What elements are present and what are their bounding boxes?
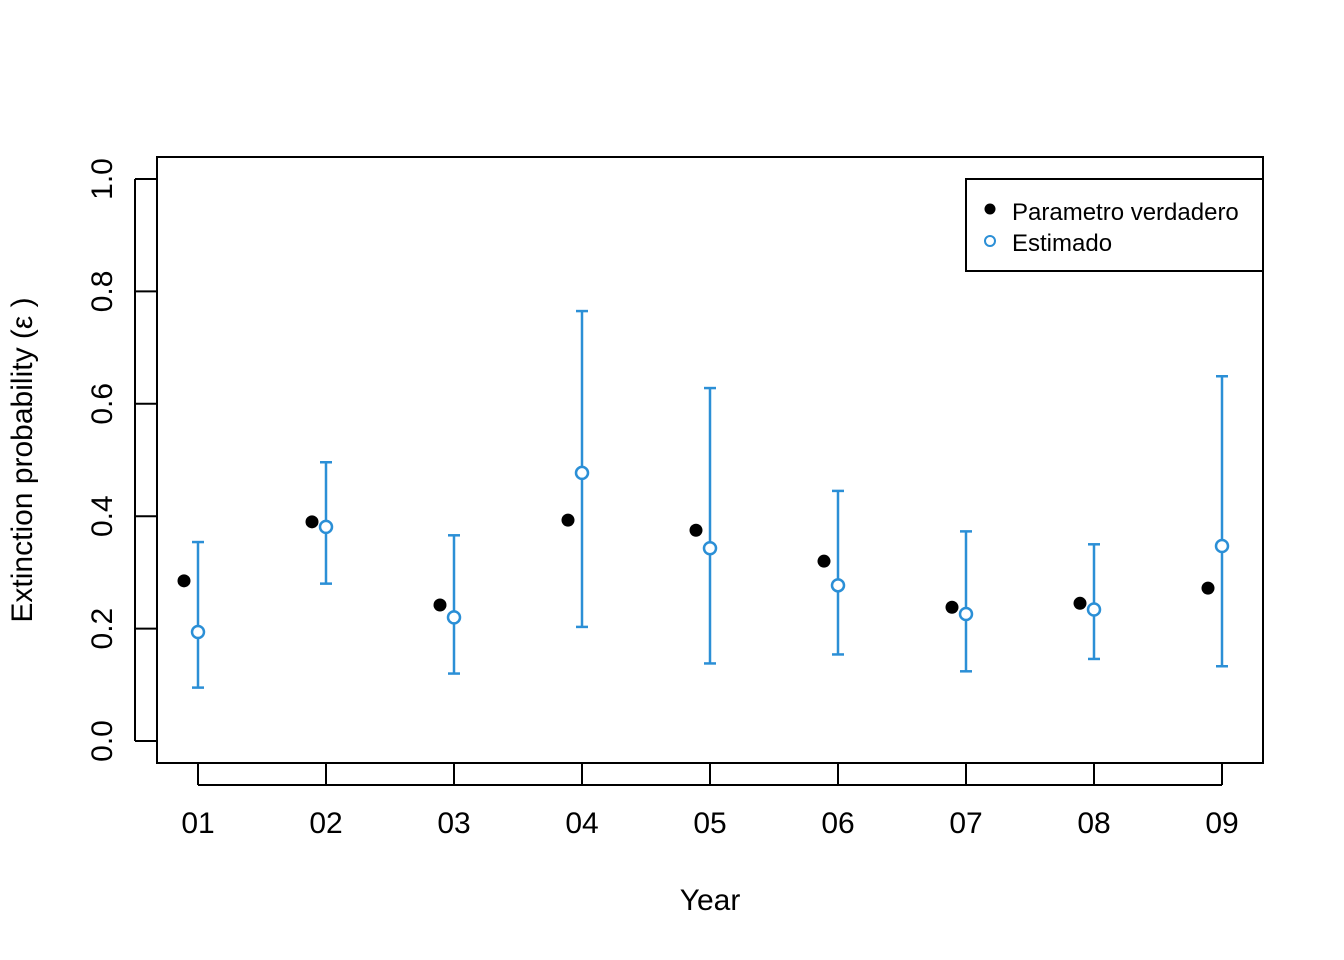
true-point [1201, 581, 1215, 595]
legend: Parametro verdadero Estimado [965, 178, 1264, 272]
true-point [305, 515, 319, 529]
x-tick-label: 06 [821, 807, 854, 840]
error-bar [960, 530, 972, 673]
y-tick-label: 0.0 [86, 720, 119, 762]
estimated-point [190, 624, 206, 640]
x-tick-label: 08 [1077, 807, 1110, 840]
y-tick-label: 1.0 [86, 158, 119, 200]
legend-box [965, 178, 1264, 272]
y-tick-label: 0.2 [86, 608, 119, 650]
y-axis-label: Extinction probability (ε ) [6, 297, 39, 622]
estimated-point [318, 519, 334, 535]
x-tick-label: 02 [309, 807, 342, 840]
legend-marker-estimated [984, 235, 996, 247]
true-point [945, 600, 959, 614]
error-bar [1216, 375, 1228, 668]
x-tick-label: 01 [181, 807, 214, 840]
x-tick-label: 09 [1205, 807, 1238, 840]
y-tick-label: 0.8 [86, 271, 119, 313]
estimated-point [702, 540, 718, 556]
estimated-point [446, 610, 462, 625]
legend-label-estimated: Estimado [1012, 230, 1112, 257]
true-point [1073, 596, 1087, 610]
true-point [817, 554, 831, 568]
estimated-point [830, 578, 846, 593]
legend-label-true: Parametro verdadero [1012, 199, 1239, 226]
axes-layer: 0.0 0.2 0.4 0.6 0.8 1.0 01 02 03 04 05 06 07 08 09 [86, 156, 1264, 840]
x-tick-label: 04 [565, 807, 598, 840]
x-tick-label: 07 [949, 807, 982, 840]
x-tick-label: 05 [693, 807, 726, 840]
error-bar [192, 540, 204, 689]
legend-marker-true [984, 203, 996, 215]
error-bar [1088, 543, 1100, 661]
true-point [689, 523, 703, 537]
error-bar [832, 489, 844, 656]
true-point [433, 598, 447, 612]
estimated-point [1086, 602, 1102, 617]
data-layer [177, 309, 1230, 689]
x-axis-label: Year [680, 884, 741, 917]
y-tick-label: 0.6 [86, 383, 119, 425]
x-tick-label: 03 [437, 807, 470, 840]
estimated-point [958, 606, 974, 622]
true-point [561, 513, 575, 527]
error-bar [704, 386, 716, 665]
true-point [177, 574, 191, 588]
y-tick-label: 0.4 [86, 495, 119, 537]
estimated-point [1214, 538, 1230, 554]
error-bar [448, 534, 460, 675]
estimated-point [574, 465, 590, 481]
